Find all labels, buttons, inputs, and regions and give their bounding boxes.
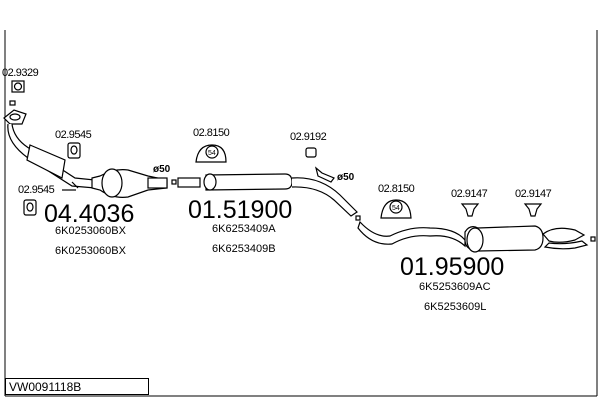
hanger-icon: [305, 147, 317, 158]
diagram-code: VW0091118B: [5, 378, 149, 395]
part-number-label: 02.9545: [18, 184, 55, 196]
clamp-icon: 54: [195, 144, 227, 163]
oe-number: 6K6253409A: [212, 223, 276, 235]
rear-silencer-icon: [355, 215, 596, 253]
oe-number: 6K0253060BX: [55, 245, 127, 257]
rubber-mount-icon: [23, 199, 37, 216]
rubber-mount-icon: [67, 142, 81, 159]
clamp-size-label: 54: [208, 150, 216, 157]
part-number-label: 02.8150: [378, 183, 415, 195]
diameter-label: ø50: [153, 164, 171, 175]
oe-number: 6K5253609L: [424, 301, 486, 313]
assembly-number: 04.4036: [44, 200, 134, 228]
assembly-number: 01.51900: [188, 196, 292, 224]
front-pipe-icon: [3, 100, 96, 189]
diameter-label: ø50: [337, 172, 355, 183]
part-number-label: 02.9147: [515, 188, 552, 200]
oe-number: 6K0253060BX: [55, 225, 127, 237]
clamp-size-label: 54: [392, 205, 400, 212]
part-number-label: 02.9147: [451, 188, 488, 200]
rubber-hanger-icon: [523, 203, 543, 217]
part-number-label: 02.9329: [2, 67, 39, 79]
assembly-number: 01.95900: [400, 253, 504, 281]
rubber-hanger-icon: [460, 203, 480, 217]
gasket-icon: [11, 80, 25, 93]
clamp-icon: 54: [380, 199, 412, 219]
centre-silencer-icon: [171, 166, 358, 217]
catalytic-converter-icon: [91, 168, 168, 198]
part-number-label: 02.8150: [193, 127, 230, 139]
part-number-label: 02.9192: [290, 131, 327, 143]
oe-number: 6K5253609AC: [419, 281, 491, 293]
part-number-label: 02.9545: [55, 129, 92, 141]
oe-number: 6K6253409B: [212, 243, 276, 255]
